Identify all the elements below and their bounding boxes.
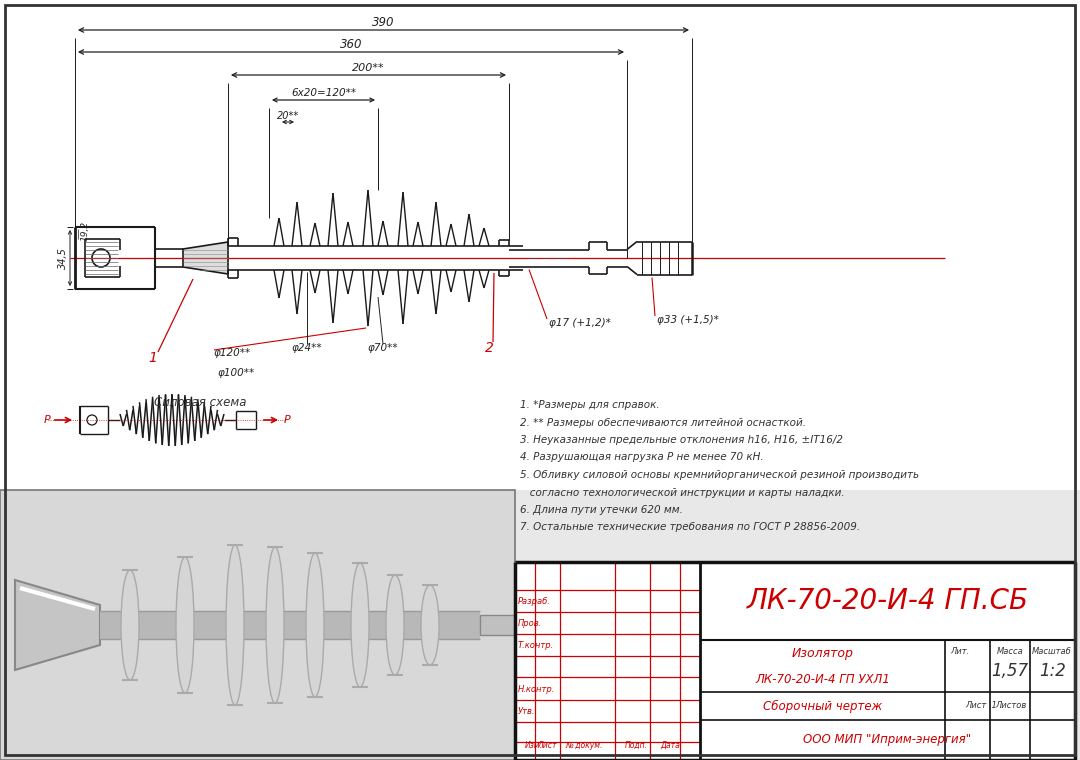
Text: Масштаб: Масштаб: [1032, 647, 1071, 655]
Bar: [0, 0, 1080, 490]
Text: Лит.: Лит.: [950, 647, 970, 655]
Text: Сборочный чертеж: Сборочный чертеж: [762, 699, 882, 713]
Text: 6x20=120**: 6x20=120**: [291, 88, 356, 98]
Text: Дата: Дата: [660, 740, 679, 749]
Text: 390: 390: [373, 17, 395, 30]
Text: 20**: 20**: [276, 111, 299, 121]
Ellipse shape: [386, 575, 404, 675]
Text: 1: 1: [149, 351, 158, 365]
Text: 200**: 200**: [352, 63, 384, 73]
Text: P: P: [43, 415, 50, 425]
Text: φ24**: φ24**: [292, 343, 322, 353]
Text: φ120**: φ120**: [213, 348, 251, 358]
Text: Масса: Масса: [997, 647, 1024, 655]
Text: Утв.: Утв.: [518, 707, 536, 715]
Text: 2. ** Размеры обеспечиваются литейной оснасткой.: 2. ** Размеры обеспечиваются литейной ос…: [519, 417, 806, 427]
Text: 360: 360: [340, 39, 362, 52]
Ellipse shape: [176, 557, 194, 693]
Text: 4. Разрушающая нагрузка Р не менее 70 кН.: 4. Разрушающая нагрузка Р не менее 70 кН…: [519, 452, 764, 463]
Text: 7. Остальные технические требования по ГОСТ Р 28856-2009.: 7. Остальные технические требования по Г…: [519, 523, 860, 533]
Text: Т.контр.: Т.контр.: [518, 641, 554, 650]
Ellipse shape: [121, 570, 139, 680]
Text: 34,5: 34,5: [58, 247, 68, 269]
Text: Листов: Листов: [995, 701, 1026, 711]
Text: Разраб.: Разраб.: [518, 597, 551, 606]
Ellipse shape: [421, 585, 438, 665]
Polygon shape: [15, 580, 100, 670]
Text: Н.контр.: Н.контр.: [518, 685, 555, 693]
Text: Силовая схема: Силовая схема: [153, 395, 246, 409]
Ellipse shape: [306, 553, 324, 697]
Bar: [480, 615, 515, 635]
Ellipse shape: [266, 547, 284, 703]
Text: ООО МИП "Иприм-энергия": ООО МИП "Иприм-энергия": [804, 733, 972, 746]
Text: 1. *Размеры для справок.: 1. *Размеры для справок.: [519, 400, 660, 410]
Text: Пров.: Пров.: [518, 619, 542, 628]
Text: 5. Обливку силовой основы кремнийорганической резиной производить: 5. Обливку силовой основы кремнийорганич…: [519, 470, 919, 480]
Text: 1:2: 1:2: [1039, 662, 1066, 680]
Bar: [100, 611, 480, 639]
Text: Лист  1: Лист 1: [966, 701, 997, 711]
Bar: [515, 562, 1075, 760]
Polygon shape: [183, 242, 228, 274]
Ellipse shape: [226, 545, 244, 705]
Text: φ100**: φ100**: [218, 368, 255, 378]
Text: ЛК-70-20-И-4 ГП УХЛ1: ЛК-70-20-И-4 ГП УХЛ1: [755, 673, 890, 686]
Text: φ70**: φ70**: [367, 343, 399, 353]
Text: Лист: Лист: [537, 740, 556, 749]
Ellipse shape: [351, 563, 369, 687]
Text: Изолятор: Изолятор: [792, 648, 853, 660]
Text: 2: 2: [485, 341, 494, 355]
Text: φ33 (+1,5)*: φ33 (+1,5)*: [657, 315, 719, 325]
Text: ЛК-70-20-И-4 ГП.СБ: ЛК-70-20-И-4 ГП.СБ: [746, 587, 1028, 615]
Text: P: P: [284, 415, 291, 425]
Text: Изм.: Изм.: [525, 740, 543, 749]
Text: 19,2: 19,2: [81, 221, 90, 241]
Text: φ17 (+1,2)*: φ17 (+1,2)*: [549, 318, 611, 328]
Text: № докум.: № докум.: [565, 740, 603, 749]
Text: Подп.: Подп.: [625, 740, 648, 749]
Text: согласно технологической инструкции и карты наладки.: согласно технологической инструкции и ка…: [519, 487, 845, 498]
Bar: [0, 490, 515, 760]
Text: 6. Длина пути утечки 620 мм.: 6. Длина пути утечки 620 мм.: [519, 505, 683, 515]
Text: 1,57: 1,57: [991, 662, 1028, 680]
Text: 3. Неуказанные предельные отклонения h16, H16, ±IT16/2: 3. Неуказанные предельные отклонения h16…: [519, 435, 843, 445]
